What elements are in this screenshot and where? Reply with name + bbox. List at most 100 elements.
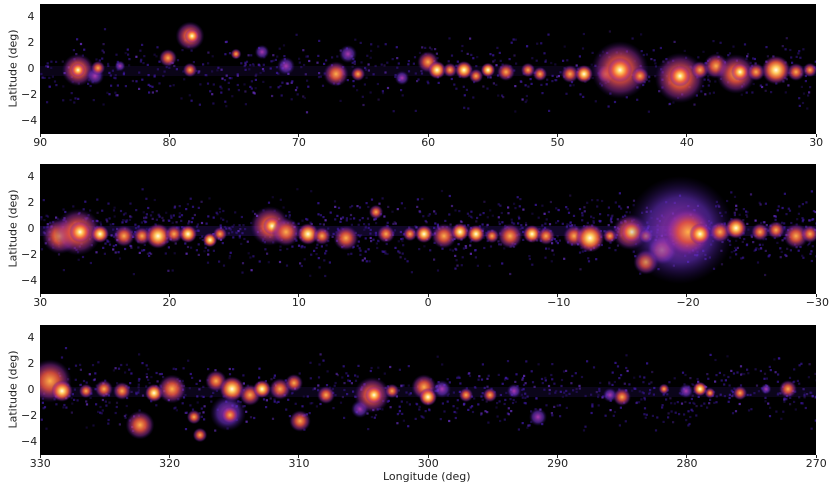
diffuse-emission-pixel xyxy=(198,388,201,391)
diffuse-emission-pixel xyxy=(258,260,261,263)
diffuse-emission-pixel xyxy=(567,223,570,227)
diffuse-emission-pixel xyxy=(398,409,401,413)
diffuse-emission-pixel xyxy=(446,378,449,381)
diffuse-emission-pixel xyxy=(307,85,310,88)
diffuse-emission-pixel xyxy=(165,211,168,214)
diffuse-emission-pixel xyxy=(466,52,469,55)
diffuse-emission-pixel xyxy=(547,33,550,36)
diffuse-emission-pixel xyxy=(214,429,217,432)
diffuse-emission-pixel xyxy=(731,412,735,415)
diffuse-emission-pixel xyxy=(215,211,218,214)
diffuse-emission-pixel xyxy=(456,264,459,267)
diffuse-emission-pixel xyxy=(167,219,170,222)
diffuse-emission-pixel xyxy=(769,406,772,409)
diffuse-emission-pixel xyxy=(358,235,361,238)
diffuse-emission-pixel xyxy=(733,195,737,198)
diffuse-emission-pixel xyxy=(603,230,606,233)
x-tick-mark xyxy=(168,134,170,137)
diffuse-emission-pixel xyxy=(327,227,330,230)
diffuse-emission-pixel xyxy=(778,357,781,360)
diffuse-emission-pixel xyxy=(581,211,584,215)
diffuse-emission-pixel xyxy=(287,398,290,401)
diffuse-emission-pixel xyxy=(550,61,553,65)
diffuse-emission-pixel xyxy=(399,256,402,259)
diffuse-emission-pixel xyxy=(793,380,796,383)
diffuse-emission-pixel xyxy=(359,253,362,256)
diffuse-emission-pixel xyxy=(201,235,204,238)
diffuse-emission-pixel xyxy=(138,251,141,254)
diffuse-emission-pixel xyxy=(730,369,733,372)
diffuse-emission-pixel xyxy=(582,95,585,98)
diffuse-emission-pixel xyxy=(341,395,344,399)
diffuse-emission-pixel xyxy=(103,28,107,31)
diffuse-emission-pixel xyxy=(548,392,551,395)
diffuse-emission-pixel xyxy=(691,383,694,386)
diffuse-emission-pixel xyxy=(262,63,265,66)
diffuse-emission-pixel xyxy=(121,219,125,222)
diffuse-emission-pixel xyxy=(376,82,379,86)
diffuse-emission-pixel xyxy=(311,402,314,405)
diffuse-emission-pixel xyxy=(648,392,651,395)
diffuse-emission-pixel xyxy=(240,215,243,219)
diffuse-emission-pixel xyxy=(537,216,540,219)
diffuse-emission-pixel xyxy=(393,229,397,232)
diffuse-emission-pixel xyxy=(765,83,768,86)
diffuse-emission-pixel xyxy=(524,392,527,395)
diffuse-emission-pixel xyxy=(524,221,528,225)
diffuse-emission-pixel xyxy=(244,61,247,64)
diffuse-emission-pixel xyxy=(105,218,108,221)
diffuse-emission-pixel xyxy=(358,247,361,250)
diffuse-emission-pixel xyxy=(40,216,43,219)
diffuse-emission-pixel xyxy=(521,396,524,399)
diffuse-emission-pixel xyxy=(148,254,151,257)
diffuse-emission-pixel xyxy=(452,405,455,408)
diffuse-emission-pixel xyxy=(211,93,214,96)
diffuse-emission-pixel xyxy=(487,76,490,79)
diffuse-emission-pixel xyxy=(315,405,318,408)
diffuse-emission-pixel xyxy=(113,206,116,209)
diffuse-emission-pixel xyxy=(248,68,251,71)
diffuse-emission-pixel xyxy=(776,393,779,396)
diffuse-emission-pixel xyxy=(553,382,556,385)
diffuse-emission-pixel xyxy=(364,227,367,230)
diffuse-emission-pixel xyxy=(336,55,339,58)
diffuse-emission-pixel xyxy=(448,419,451,423)
diffuse-emission-pixel xyxy=(760,247,763,250)
diffuse-emission-pixel xyxy=(521,376,525,380)
diffuse-emission-pixel xyxy=(770,91,773,94)
diffuse-emission-pixel xyxy=(170,216,173,219)
diffuse-emission-pixel xyxy=(551,74,554,77)
diffuse-emission-pixel xyxy=(158,82,161,85)
diffuse-emission-pixel xyxy=(541,204,544,207)
diffuse-emission-pixel xyxy=(231,231,234,234)
diffuse-emission-pixel xyxy=(279,84,282,88)
diffuse-emission-pixel xyxy=(798,382,801,385)
diffuse-emission-pixel xyxy=(162,376,165,379)
x-tick-mark xyxy=(815,294,817,297)
diffuse-emission-pixel xyxy=(40,418,43,421)
diffuse-emission-pixel xyxy=(245,420,248,423)
diffuse-emission-pixel xyxy=(188,387,191,390)
diffuse-emission-pixel xyxy=(757,390,760,393)
diffuse-emission-pixel xyxy=(180,97,183,100)
diffuse-emission-pixel xyxy=(533,385,536,388)
diffuse-emission-pixel xyxy=(815,255,816,258)
diffuse-emission-pixel xyxy=(372,73,375,76)
diffuse-emission-pixel xyxy=(188,94,191,97)
diffuse-emission-pixel xyxy=(172,367,175,370)
diffuse-emission-pixel xyxy=(718,371,721,374)
diffuse-emission-pixel xyxy=(793,368,796,371)
diffuse-emission-pixel xyxy=(420,415,423,418)
diffuse-emission-pixel xyxy=(578,384,581,387)
diffuse-emission-pixel xyxy=(315,246,318,249)
diffuse-emission-pixel xyxy=(212,216,215,219)
diffuse-emission-pixel xyxy=(543,212,546,215)
diffuse-emission-pixel xyxy=(727,375,730,379)
diffuse-emission-pixel xyxy=(290,81,293,84)
diffuse-emission-pixel xyxy=(373,416,376,419)
diffuse-emission-pixel xyxy=(168,219,171,222)
diffuse-emission-pixel xyxy=(690,397,693,401)
diffuse-emission-pixel xyxy=(489,245,493,248)
diffuse-emission-pixel xyxy=(507,413,510,416)
diffuse-emission-pixel xyxy=(345,372,348,375)
